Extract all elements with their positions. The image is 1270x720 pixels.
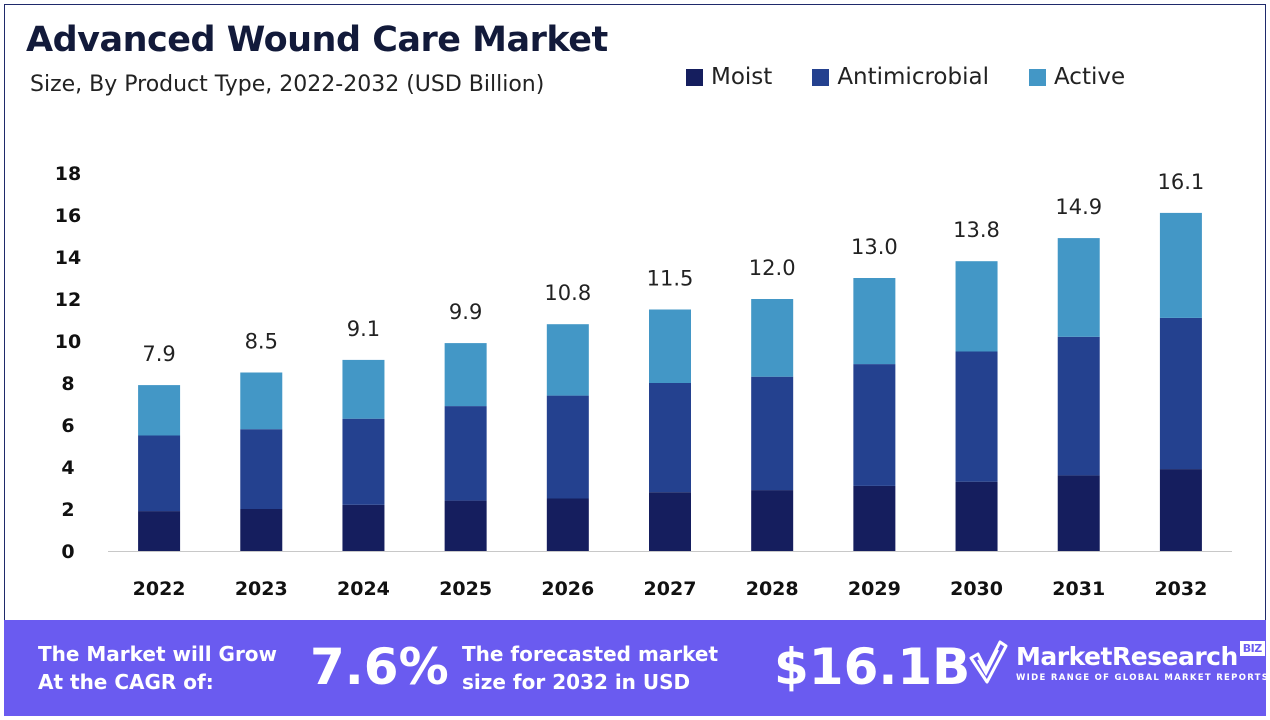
total-label-2031: 14.9 (1055, 195, 1102, 219)
y-tick-label-8: 8 (61, 373, 74, 395)
y-tick-label-14: 14 (55, 247, 81, 269)
bar-antimicrobial-2029 (853, 364, 896, 486)
logo-check-icon (969, 640, 1008, 684)
y-tick-label-18: 18 (55, 163, 81, 185)
bar-antimicrobial-2028 (751, 376, 794, 491)
bar-antimicrobial-2026 (546, 395, 589, 499)
logo-text: MarketResearch BIZ WIDE RANGE OF GLOBAL M… (1016, 640, 1270, 683)
total-label-2029: 13.0 (851, 235, 898, 259)
x-tick-label-2027: 2027 (644, 578, 697, 600)
legend: Moist Antimicrobial Active (686, 64, 1125, 90)
logo-badge: BIZ (1239, 640, 1265, 656)
cagr-label-line1: The Market will Grow (38, 642, 278, 666)
bar-active-2029 (853, 278, 896, 365)
bar-moist-2032 (1159, 469, 1202, 551)
x-tick-label-2030: 2030 (950, 578, 1003, 600)
x-tick-label-2025: 2025 (439, 578, 492, 600)
bar-chart: 0 2 4 6 8 10 12 14 16 18 7.9 2022 8.5 2023 9.1 2024 9.9 2… (55, 163, 1232, 600)
bar-active-2024 (342, 359, 385, 419)
bar-moist-2022 (138, 511, 181, 551)
bar-moist-2031 (1057, 475, 1100, 551)
x-tick-label-2032: 2032 (1154, 578, 1207, 600)
bar-active-2022 (138, 385, 181, 436)
chart-subtitle: Size, By Product Type, 2022-2032 (USD Bi… (30, 72, 545, 97)
bar-active-2032 (1159, 212, 1202, 318)
legend-label-antimicrobial: Antimicrobial (837, 64, 989, 90)
x-tick-label-2026: 2026 (541, 578, 594, 600)
summary-banner (4, 620, 1266, 716)
legend-item-antimicrobial: Antimicrobial (812, 64, 989, 90)
chart-title: Advanced Wound Care Market (26, 20, 608, 60)
legend-item-moist: Moist (686, 64, 772, 90)
cagr-value: 7.6% (310, 638, 449, 696)
bar-moist-2025 (444, 500, 487, 551)
total-label-2026: 10.8 (544, 281, 591, 305)
bar-antimicrobial-2022 (138, 435, 181, 512)
y-tick-label-0: 0 (61, 541, 74, 563)
x-tick-label-2029: 2029 (848, 578, 901, 600)
x-tick-label-2023: 2023 (235, 578, 288, 600)
bar-antimicrobial-2030 (955, 351, 998, 482)
bar-active-2028 (751, 299, 794, 377)
bar-antimicrobial-2027 (649, 383, 691, 493)
bar-moist-2023 (240, 509, 283, 551)
y-tick-label-4: 4 (61, 457, 74, 479)
cagr-label-line2: At the CAGR of: (38, 670, 214, 694)
bar-antimicrobial-2023 (240, 429, 283, 509)
forecast-value: $16.1B (774, 638, 971, 696)
bar-active-2030 (955, 261, 998, 352)
bar-active-2027 (649, 309, 691, 383)
x-tick-label-2031: 2031 (1052, 578, 1105, 600)
legend-label-active: Active (1053, 64, 1126, 90)
forecast-label: The forecasted market size for 2032 in U… (462, 640, 718, 696)
y-tick-label-6: 6 (61, 415, 74, 437)
total-label-2030: 13.8 (953, 218, 1000, 242)
logo: MarketResearch BIZ WIDE RANGE OF GLOBAL M… (968, 638, 1269, 686)
bar-antimicrobial-2024 (342, 418, 385, 505)
legend-label-moist: Moist (711, 64, 773, 90)
bar-active-2023 (240, 372, 283, 430)
chart-frame (4, 4, 1266, 716)
legend-swatch-moist (686, 68, 703, 86)
x-tick-label-2028: 2028 (746, 578, 799, 600)
cagr-label: The Market will Grow At the CAGR of: (38, 640, 277, 696)
logo-name-text: MarketResearch (1016, 641, 1238, 671)
total-label-2028: 12.0 (749, 256, 796, 280)
bar-moist-2027 (649, 492, 691, 551)
bar-active-2026 (546, 324, 589, 396)
y-tick-label-12: 12 (55, 289, 81, 311)
logo-name: MarketResearch BIZ (1016, 640, 1269, 671)
bar-active-2031 (1057, 238, 1100, 337)
y-tick-label-2: 2 (61, 499, 74, 521)
forecast-label-line1: The forecasted market (462, 642, 719, 666)
bar-moist-2029 (853, 485, 896, 551)
bar-moist-2024 (342, 504, 385, 551)
total-label-2032: 16.1 (1158, 170, 1205, 194)
total-label-2022: 7.9 (142, 342, 175, 366)
total-label-2027: 11.5 (647, 267, 694, 291)
y-tick-label-10: 10 (55, 331, 81, 353)
x-tick-label-2024: 2024 (337, 578, 390, 600)
bar-moist-2030 (955, 481, 998, 551)
total-label-2023: 8.5 (245, 330, 278, 354)
total-label-2024: 9.1 (347, 317, 380, 341)
bar-antimicrobial-2025 (444, 406, 487, 501)
y-tick-label-16: 16 (55, 205, 81, 227)
bar-antimicrobial-2032 (1159, 317, 1202, 470)
total-label-2025: 9.9 (449, 300, 482, 324)
legend-item-active: Active (1028, 64, 1126, 90)
x-tick-label-2022: 2022 (133, 578, 186, 600)
bar-antimicrobial-2031 (1057, 336, 1100, 476)
logo-tagline: WIDE RANGE OF GLOBAL MARKET REPORTS (1016, 672, 1270, 683)
forecast-label-line2: size for 2032 in USD (462, 670, 691, 694)
bar-moist-2026 (546, 498, 589, 551)
legend-swatch-active (1028, 68, 1046, 86)
legend-swatch-antimicrobial (812, 68, 830, 86)
bar-moist-2028 (751, 490, 794, 551)
bar-active-2025 (444, 343, 487, 407)
